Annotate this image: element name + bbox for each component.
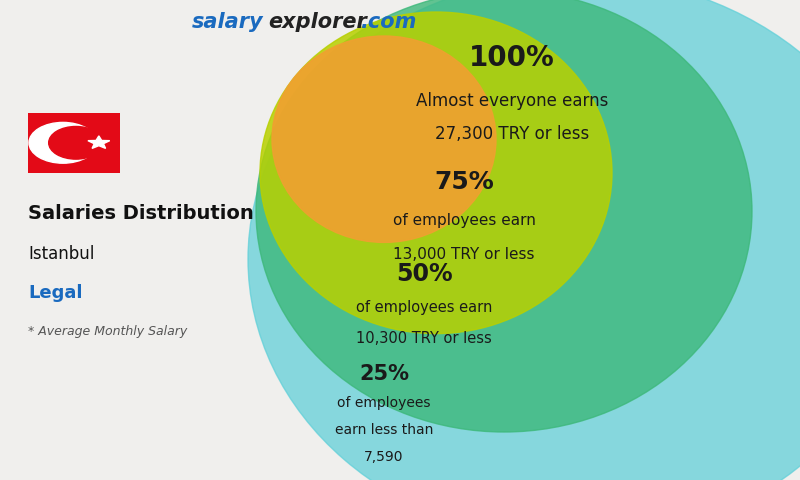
Circle shape xyxy=(29,122,97,163)
Ellipse shape xyxy=(260,12,612,334)
Text: Istanbul: Istanbul xyxy=(28,245,94,264)
Text: Legal: Legal xyxy=(28,284,82,302)
Text: Almost everyone earns: Almost everyone earns xyxy=(416,92,608,110)
Circle shape xyxy=(49,127,103,159)
Text: 10,300 TRY or less: 10,300 TRY or less xyxy=(356,331,492,346)
Text: of employees: of employees xyxy=(338,396,430,410)
Text: 25%: 25% xyxy=(359,364,409,384)
Polygon shape xyxy=(88,136,110,148)
Text: * Average Monthly Salary: * Average Monthly Salary xyxy=(28,324,187,338)
Text: salary: salary xyxy=(192,12,264,32)
Text: earn less than: earn less than xyxy=(335,422,433,437)
Text: 50%: 50% xyxy=(396,262,452,286)
FancyBboxPatch shape xyxy=(28,113,120,173)
Text: of employees earn: of employees earn xyxy=(393,213,535,228)
Text: 13,000 TRY or less: 13,000 TRY or less xyxy=(394,247,534,262)
Ellipse shape xyxy=(256,0,752,432)
Text: 100%: 100% xyxy=(469,44,555,72)
Ellipse shape xyxy=(272,36,496,242)
Text: explorer: explorer xyxy=(268,12,366,32)
Text: Salaries Distribution: Salaries Distribution xyxy=(28,204,254,223)
Text: 75%: 75% xyxy=(434,170,494,194)
Text: 7,590: 7,590 xyxy=(364,450,404,464)
Ellipse shape xyxy=(248,0,800,480)
Text: of employees earn: of employees earn xyxy=(356,300,492,315)
Text: .com: .com xyxy=(360,12,416,32)
Text: 27,300 TRY or less: 27,300 TRY or less xyxy=(435,125,589,144)
